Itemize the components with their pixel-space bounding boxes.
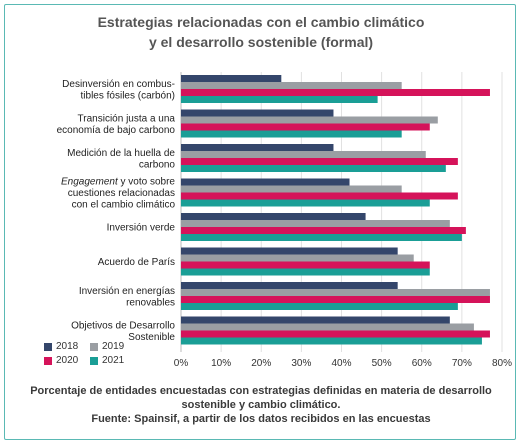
legend-swatch <box>44 356 52 365</box>
x-tick-label: 70% <box>452 358 472 369</box>
bar-2021 <box>181 96 378 103</box>
category-label: Sostenible <box>128 332 175 343</box>
bar-2021 <box>181 268 430 276</box>
legend-item-2021: 2021 <box>90 355 124 366</box>
caption-line-1: Porcentaje de entidades encuestadas con … <box>30 385 492 397</box>
bar-2018 <box>181 282 398 289</box>
bar-2020 <box>181 227 466 234</box>
chart-caption: Porcentaje de entidades encuestadas con … <box>10 384 512 426</box>
category-label: cuestiones relacionadas <box>68 188 175 199</box>
legend-label: 2020 <box>56 355 79 366</box>
caption-source: Fuente: Spainsif, a partir de los datos … <box>91 413 431 425</box>
bar-2019 <box>181 185 402 193</box>
chart-title-line-1: Estrategias relacionadas con el cambio c… <box>97 14 425 30</box>
bar-2020 <box>181 123 430 131</box>
x-tick-label: 40% <box>331 358 351 369</box>
category-label: Engagement y voto sobre <box>61 177 175 188</box>
bar-2020 <box>181 330 490 338</box>
legend-label: 2019 <box>102 341 125 352</box>
category-label: con el cambio climático <box>72 200 176 211</box>
category-label: Objetivos de Desarrollo <box>71 320 175 331</box>
bar-2019 <box>181 323 474 331</box>
bar-2021 <box>181 303 458 310</box>
x-tick-label: 10% <box>211 358 231 369</box>
legend-swatch <box>90 342 98 351</box>
bar-2021 <box>181 165 446 172</box>
legend-item-2019: 2019 <box>90 341 124 352</box>
bar-2020 <box>181 192 458 200</box>
chart-frame <box>4 4 516 440</box>
legend-item-2020: 2020 <box>44 355 78 366</box>
category-label: Acuerdo de París <box>98 257 175 268</box>
bar-2018 <box>181 213 366 220</box>
category-label: tibles fósiles (carbón) <box>81 90 175 101</box>
legend-label: 2021 <box>102 355 125 366</box>
legend-item-2018: 2018 <box>44 341 78 352</box>
category-label: Transición justa a una <box>78 113 176 124</box>
chart-title: Estrategias relacionadas con el cambio c… <box>0 12 522 52</box>
bar-2019 <box>181 82 402 89</box>
legend-swatch <box>90 356 98 365</box>
bar-2021 <box>181 337 482 345</box>
x-tick-label: 50% <box>372 358 392 369</box>
bar-2020 <box>181 89 490 96</box>
caption-line-2: sostenible y cambio climático. <box>181 399 341 411</box>
x-tick-label: 20% <box>251 358 271 369</box>
bar-2020 <box>181 261 430 269</box>
bar-2018 <box>181 316 450 324</box>
category-label: Desinversión en combus- <box>62 79 175 90</box>
bar-2019 <box>181 220 450 227</box>
bar-2018 <box>181 109 334 117</box>
x-tick-label: 30% <box>291 358 311 369</box>
legend-label: 2018 <box>56 341 79 352</box>
bar-2018 <box>181 144 334 151</box>
bar-2021 <box>181 130 402 138</box>
bar-2018 <box>181 178 350 186</box>
category-label: renovables <box>126 297 175 308</box>
bar-2021 <box>181 234 462 241</box>
bar-2019 <box>181 254 414 262</box>
x-tick-label: 80% <box>492 358 512 369</box>
chart-title-line-2: y el desarrollo sostenible (formal) <box>148 34 374 50</box>
category-label: Medición de la huella de <box>67 148 175 159</box>
bar-2018 <box>181 247 398 255</box>
x-tick-label: 60% <box>412 358 432 369</box>
category-label: Inversión en energías <box>79 286 175 297</box>
legend-swatch <box>44 342 52 351</box>
bar-2019 <box>181 289 490 296</box>
category-label: carbono <box>139 159 176 170</box>
category-label: economía de bajo carbono <box>57 125 176 136</box>
category-label: Inversión verde <box>107 223 176 234</box>
bar-2019 <box>181 116 438 124</box>
bar-2020 <box>181 158 458 165</box>
bar-2020 <box>181 296 490 303</box>
bar-2021 <box>181 199 430 207</box>
bar-2019 <box>181 151 426 158</box>
bar-2018 <box>181 75 282 82</box>
x-tick-label: 0% <box>174 358 189 369</box>
